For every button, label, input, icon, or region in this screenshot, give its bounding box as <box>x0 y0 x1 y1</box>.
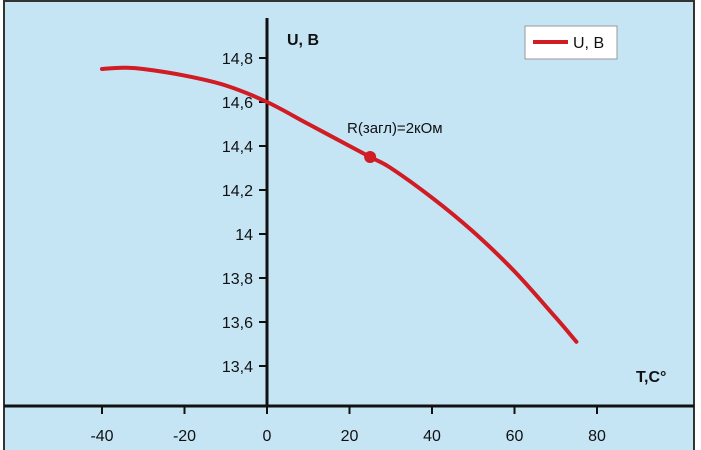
y-tick-label: 13,8 <box>222 271 253 288</box>
x-axis-ticks: -40 -20 0 20 40 60 80 <box>90 406 606 445</box>
x-tick-label: -20 <box>173 428 196 445</box>
y-tick-label: 14,6 <box>222 95 253 112</box>
y-axis-title: U, B <box>287 32 319 49</box>
x-axis-title: T,C° <box>636 369 666 386</box>
plot-area <box>4 0 694 450</box>
legend-label: U, B <box>573 35 604 52</box>
y-axis-ticks: 13,4 13,6 13,8 14 14,2 14,4 14,6 14,8 <box>222 51 267 376</box>
x-tick-label: 80 <box>588 428 606 445</box>
series-line-u <box>100 65 579 344</box>
x-tick-label: 20 <box>341 428 359 445</box>
y-tick-label: 14 <box>235 227 253 244</box>
legend: U, B <box>524 25 618 60</box>
data-point-marker <box>364 151 377 163</box>
x-tick-label: 40 <box>423 428 441 445</box>
y-tick-label: 13,6 <box>222 315 253 332</box>
y-tick-label: 13,4 <box>222 359 253 376</box>
annotation-label: R(загл)=2кОм <box>347 120 443 137</box>
y-tick-label: 14,8 <box>222 51 253 68</box>
x-tick-label: -40 <box>90 428 113 445</box>
x-tick-label: 0 <box>263 428 272 445</box>
y-tick-label: 14,2 <box>222 183 253 200</box>
y-tick-label: 14,4 <box>222 139 253 156</box>
x-tick-label: 60 <box>506 428 524 445</box>
